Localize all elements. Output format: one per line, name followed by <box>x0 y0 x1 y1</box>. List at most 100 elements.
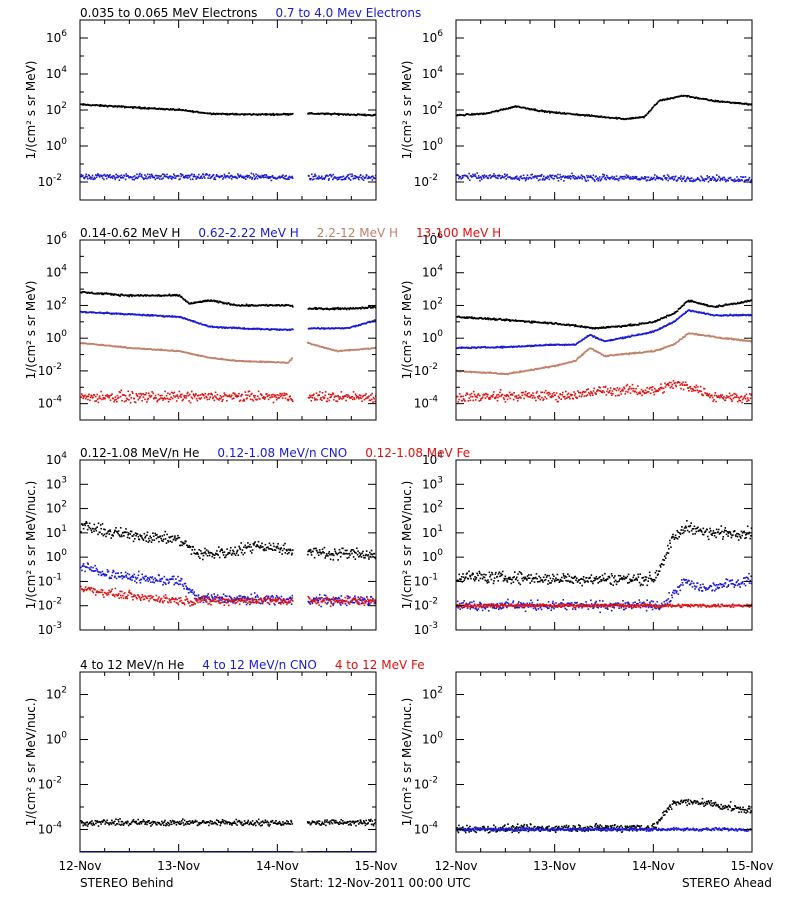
data-point <box>260 304 262 306</box>
data-point <box>279 392 281 395</box>
data-point <box>507 176 509 179</box>
data-point <box>604 354 607 357</box>
data-point <box>174 396 176 398</box>
data-point <box>85 173 87 176</box>
data-point <box>213 176 216 179</box>
data-point <box>539 178 541 181</box>
data-point <box>186 392 188 395</box>
data-point <box>632 352 635 355</box>
data-point <box>329 113 332 115</box>
data-point <box>289 329 291 332</box>
data-point <box>169 109 171 111</box>
data-point <box>287 114 290 116</box>
data-point <box>156 175 159 177</box>
data-point <box>319 398 322 401</box>
data-point <box>182 109 184 111</box>
data-point <box>348 307 350 310</box>
data-point <box>520 175 522 177</box>
data-point <box>498 372 500 375</box>
data-point <box>349 114 351 116</box>
data-point <box>696 97 698 99</box>
data-point <box>466 392 468 395</box>
data-point <box>339 397 342 400</box>
data-point <box>537 110 540 112</box>
data-point <box>503 346 506 348</box>
data-point <box>608 339 610 342</box>
data-point <box>668 315 670 317</box>
data-point <box>341 307 344 309</box>
data-point <box>263 176 265 179</box>
data-point <box>613 176 616 178</box>
data-point <box>175 400 178 402</box>
data-point <box>672 179 675 181</box>
data-point <box>272 114 274 116</box>
data-point <box>126 398 129 401</box>
data-point <box>156 399 159 402</box>
data-point <box>233 326 235 328</box>
data-point <box>350 397 352 399</box>
data-point <box>532 320 534 323</box>
data-point <box>215 175 218 177</box>
data-point <box>247 394 249 397</box>
data-point <box>518 371 520 374</box>
data-point <box>684 180 687 183</box>
data-point <box>355 348 358 351</box>
y-tick-label: 102 <box>422 101 443 117</box>
data-point <box>569 175 571 177</box>
data-point <box>624 337 627 339</box>
data-point <box>343 327 346 329</box>
data-point <box>146 294 149 297</box>
data-point <box>652 331 655 333</box>
data-point <box>337 306 339 309</box>
data-point <box>205 112 207 115</box>
data-point <box>192 393 195 395</box>
data-point <box>193 353 195 356</box>
data-point <box>224 393 227 396</box>
data-point <box>315 308 317 310</box>
data-point <box>85 175 87 177</box>
data-point <box>324 175 327 177</box>
data-point <box>484 317 487 319</box>
data-point <box>489 317 491 320</box>
data-point <box>603 175 605 178</box>
data-point <box>236 396 238 398</box>
data-point <box>351 349 353 351</box>
data-point <box>743 339 745 341</box>
data-point <box>582 175 585 178</box>
data-point <box>605 327 607 329</box>
data-point <box>491 396 494 398</box>
data-point <box>174 294 177 297</box>
data-point <box>589 175 592 177</box>
data-point <box>477 394 479 396</box>
data-point <box>470 317 473 319</box>
data-point <box>469 179 471 181</box>
data-point <box>220 396 223 398</box>
data-point <box>723 314 725 316</box>
data-point <box>201 301 203 303</box>
data-point <box>687 176 689 179</box>
data-point <box>561 363 564 365</box>
data-point <box>100 390 102 393</box>
data-point <box>320 397 322 399</box>
data-point <box>470 392 473 395</box>
data-point <box>248 304 250 306</box>
data-point <box>584 350 587 353</box>
data-point <box>529 321 531 324</box>
data-point <box>628 117 630 120</box>
data-point <box>117 397 119 399</box>
data-point <box>724 304 726 306</box>
data-point <box>249 177 251 179</box>
data-point <box>187 352 189 354</box>
data-point <box>540 344 542 347</box>
data-point <box>93 178 95 180</box>
data-point <box>114 178 116 181</box>
data-point <box>185 174 187 177</box>
data-point <box>337 396 340 398</box>
data-point <box>119 175 121 177</box>
data-point <box>308 327 311 330</box>
data-point <box>628 323 631 326</box>
data-point <box>135 393 138 395</box>
data-point <box>668 175 670 178</box>
data-point <box>365 307 367 309</box>
data-point <box>138 107 141 109</box>
